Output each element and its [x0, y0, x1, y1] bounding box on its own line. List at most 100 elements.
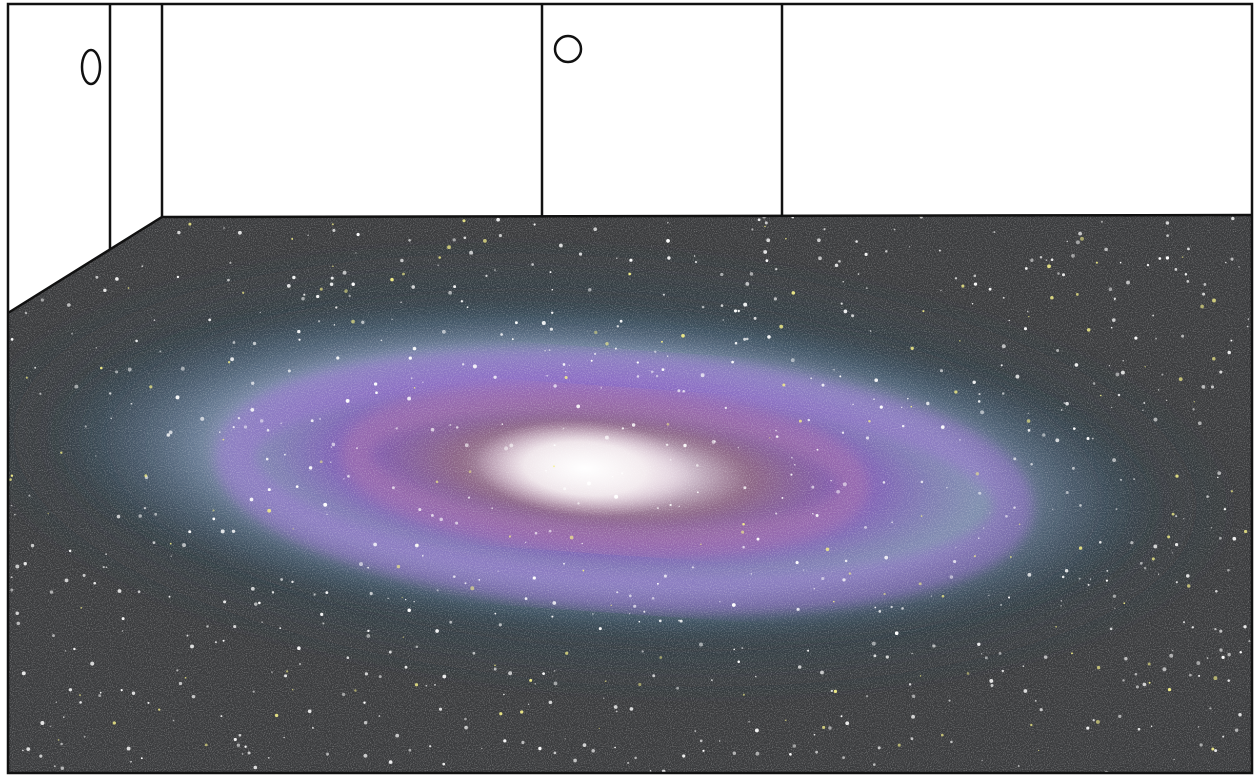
star [280, 578, 283, 581]
star [317, 320, 321, 323]
star [1086, 726, 1090, 730]
star [1080, 236, 1084, 241]
star [949, 575, 954, 579]
star [158, 708, 161, 711]
star [527, 703, 530, 705]
star [410, 377, 413, 379]
star [355, 252, 357, 254]
star [1118, 714, 1122, 719]
star [1215, 590, 1218, 593]
star [208, 318, 212, 322]
star [1008, 596, 1010, 599]
star [678, 505, 680, 507]
star [108, 392, 112, 395]
star [946, 486, 948, 489]
star [1147, 662, 1151, 666]
star [1065, 401, 1069, 406]
star [1005, 514, 1008, 518]
star [291, 237, 294, 240]
star [798, 419, 802, 423]
star [733, 648, 736, 651]
star [115, 277, 119, 281]
star [667, 256, 671, 260]
star [1192, 408, 1195, 411]
star [879, 405, 883, 409]
star [548, 529, 552, 533]
star [90, 661, 95, 666]
star [702, 749, 705, 752]
star [1133, 478, 1136, 481]
star [40, 721, 45, 725]
star [525, 541, 527, 544]
star [977, 400, 981, 403]
star [683, 443, 687, 448]
star [319, 287, 323, 291]
star [650, 370, 654, 374]
star [643, 610, 646, 613]
star [911, 652, 913, 655]
star [30, 543, 35, 548]
star [524, 597, 528, 600]
star [166, 433, 171, 437]
star [267, 488, 271, 492]
star [284, 674, 288, 678]
star [641, 650, 644, 653]
star [316, 294, 320, 299]
star [460, 300, 464, 303]
star [633, 604, 637, 608]
star [1030, 723, 1033, 727]
star [981, 759, 983, 762]
star [794, 464, 796, 466]
star [375, 391, 378, 395]
star [1089, 578, 1092, 580]
star [742, 693, 745, 696]
star [534, 683, 536, 685]
star [130, 402, 133, 405]
star [39, 754, 43, 758]
star [102, 565, 105, 569]
star [462, 219, 466, 223]
star [1171, 512, 1175, 516]
star [755, 675, 757, 678]
star [1050, 296, 1054, 300]
star [593, 352, 597, 356]
star [542, 672, 545, 675]
star [908, 683, 912, 686]
star [604, 435, 609, 440]
star [667, 222, 669, 224]
star [1126, 280, 1130, 285]
star [973, 274, 977, 278]
star [266, 428, 270, 432]
star [795, 561, 799, 565]
star [15, 564, 20, 569]
star [666, 355, 669, 357]
star [627, 761, 630, 765]
star [249, 497, 254, 502]
star [23, 562, 27, 566]
star [830, 479, 832, 482]
star [833, 600, 835, 603]
star [1230, 490, 1234, 493]
star [232, 426, 235, 429]
star [413, 601, 415, 603]
star [127, 287, 130, 289]
star [367, 629, 370, 633]
star [611, 476, 614, 478]
star [1186, 280, 1190, 283]
star [1193, 401, 1195, 403]
star [821, 383, 825, 387]
star [720, 304, 724, 307]
star [1008, 319, 1010, 322]
star [696, 491, 699, 494]
star [493, 375, 497, 379]
star [331, 442, 336, 447]
star [901, 406, 903, 409]
star [342, 270, 347, 275]
star [548, 700, 553, 705]
star [842, 756, 845, 759]
star [741, 530, 745, 534]
star [1060, 604, 1062, 607]
star [926, 401, 930, 406]
star [176, 275, 180, 279]
star [1111, 318, 1116, 322]
